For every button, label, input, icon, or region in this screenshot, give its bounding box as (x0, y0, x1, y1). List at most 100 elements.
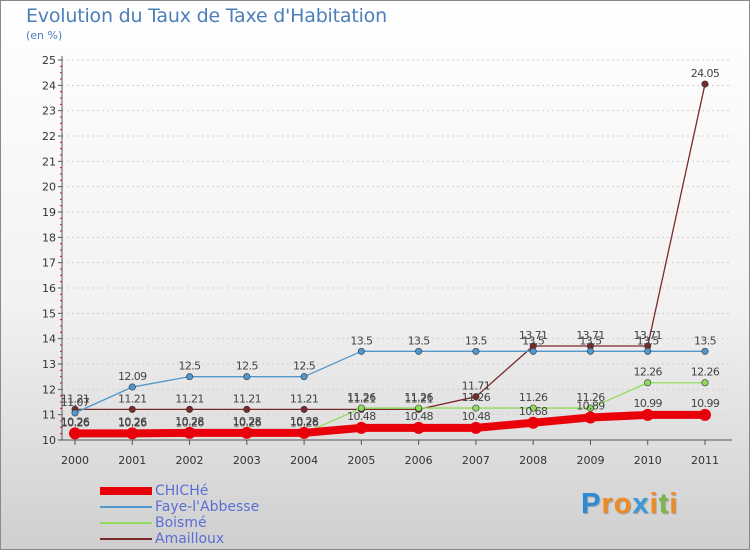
data-label: 10.28 (233, 415, 262, 428)
data-point (529, 347, 537, 355)
data-label: 10.26 (61, 415, 90, 428)
data-label: 13.71 (576, 329, 605, 342)
data-label: 13.71 (633, 329, 662, 342)
data-label: 11.21 (233, 392, 262, 405)
data-point (701, 347, 709, 355)
legend-swatch (100, 506, 152, 508)
y-tick-label: 17 (42, 257, 56, 270)
data-point (186, 373, 194, 381)
x-tick-label: 2005 (347, 454, 375, 467)
data-label: 11.21 (175, 392, 204, 405)
data-point (355, 421, 368, 434)
data-label: 12.5 (178, 360, 201, 373)
logo-letter: x (632, 488, 650, 520)
y-tick-label: 16 (42, 282, 56, 295)
data-point (243, 373, 251, 381)
data-label: 12.5 (293, 360, 316, 373)
y-tick-label: 10 (42, 434, 56, 447)
data-label: 11.26 (404, 391, 433, 404)
y-tick-label: 15 (42, 307, 56, 320)
logo-letter: o (613, 488, 633, 520)
data-label: 13.5 (465, 334, 488, 347)
data-point (529, 404, 537, 412)
data-point (701, 379, 709, 387)
data-label: 10.68 (519, 405, 548, 418)
data-point (128, 405, 136, 413)
data-label: 24.05 (691, 67, 720, 80)
data-point (469, 421, 482, 434)
proxiti-logo: Proxiti (581, 488, 678, 521)
x-tick-label: 2002 (176, 454, 204, 467)
data-label: 11.26 (347, 391, 376, 404)
x-tick-label: 2007 (462, 454, 490, 467)
data-label: 11.21 (118, 392, 147, 405)
data-label: 13.71 (519, 329, 548, 342)
x-tick-label: 2004 (290, 454, 318, 467)
x-tick-label: 2006 (405, 454, 433, 467)
data-label: 10.26 (233, 416, 262, 429)
data-point (300, 373, 308, 381)
data-point (701, 80, 709, 88)
y-unit-label: (en %) (26, 29, 63, 42)
y-tick-label: 25 (42, 54, 56, 67)
logo-letter: t (658, 488, 670, 520)
x-tick-label: 2003 (233, 454, 261, 467)
x-tick-label: 2009 (576, 454, 604, 467)
x-tick-label: 2000 (61, 454, 89, 467)
data-label: 13.5 (579, 334, 602, 347)
chart-title: Evolution du Taux de Taxe d'Habitation (26, 5, 387, 27)
data-label: 10.26 (175, 416, 204, 429)
data-point (527, 416, 540, 429)
data-point (128, 383, 136, 391)
series-line-1 (74, 350, 706, 414)
data-label: 13.5 (637, 334, 660, 347)
legend-swatch (100, 487, 152, 495)
x-tick-label: 2008 (519, 454, 547, 467)
logo-letter: i (649, 488, 659, 520)
data-point (472, 393, 480, 401)
data-label: 10.26 (118, 416, 147, 429)
data-label: 13.5 (522, 334, 545, 347)
data-point (126, 427, 139, 440)
legend-swatch (100, 522, 152, 524)
logo-letter: r (601, 488, 614, 520)
data-label: 11.26 (462, 391, 491, 404)
y-tick-label: 14 (42, 333, 56, 346)
y-tick-label: 19 (42, 206, 56, 219)
legend-swatch (100, 538, 152, 540)
legend-label: CHICHé (155, 483, 209, 499)
data-point (357, 404, 365, 412)
y-tick-label: 12 (42, 383, 56, 396)
data-label: 13.5 (694, 334, 717, 347)
series-line-0 (71, 410, 709, 438)
y-tick-label: 18 (42, 231, 56, 244)
data-label: 10.89 (576, 399, 605, 412)
data-label: 10.26 (61, 416, 90, 429)
data-point (240, 426, 253, 439)
data-label: 10.26 (118, 415, 147, 428)
data-point (584, 411, 597, 424)
x-tick-label: 2010 (634, 454, 662, 467)
data-point (644, 379, 652, 387)
data-label: 10.48 (347, 410, 376, 423)
data-point (183, 426, 196, 439)
data-label: 13.5 (350, 334, 373, 347)
y-tick-label: 13 (42, 358, 56, 371)
legend-label: Amailloux (155, 531, 225, 547)
series-line-3 (74, 83, 706, 410)
y-tick-label: 23 (42, 105, 56, 118)
data-point (69, 427, 81, 440)
data-label: 10.28 (175, 415, 204, 428)
legend-label: Boismé (155, 515, 207, 531)
y-tick-label: 22 (42, 130, 56, 143)
data-label: 10.99 (633, 397, 662, 410)
legend-label: Faye-l'Abbesse (155, 499, 260, 515)
data-point (586, 347, 594, 355)
data-point (415, 347, 423, 355)
data-label: 10.48 (404, 410, 433, 423)
data-point (186, 405, 194, 413)
data-point (699, 408, 711, 421)
data-point (472, 404, 480, 412)
